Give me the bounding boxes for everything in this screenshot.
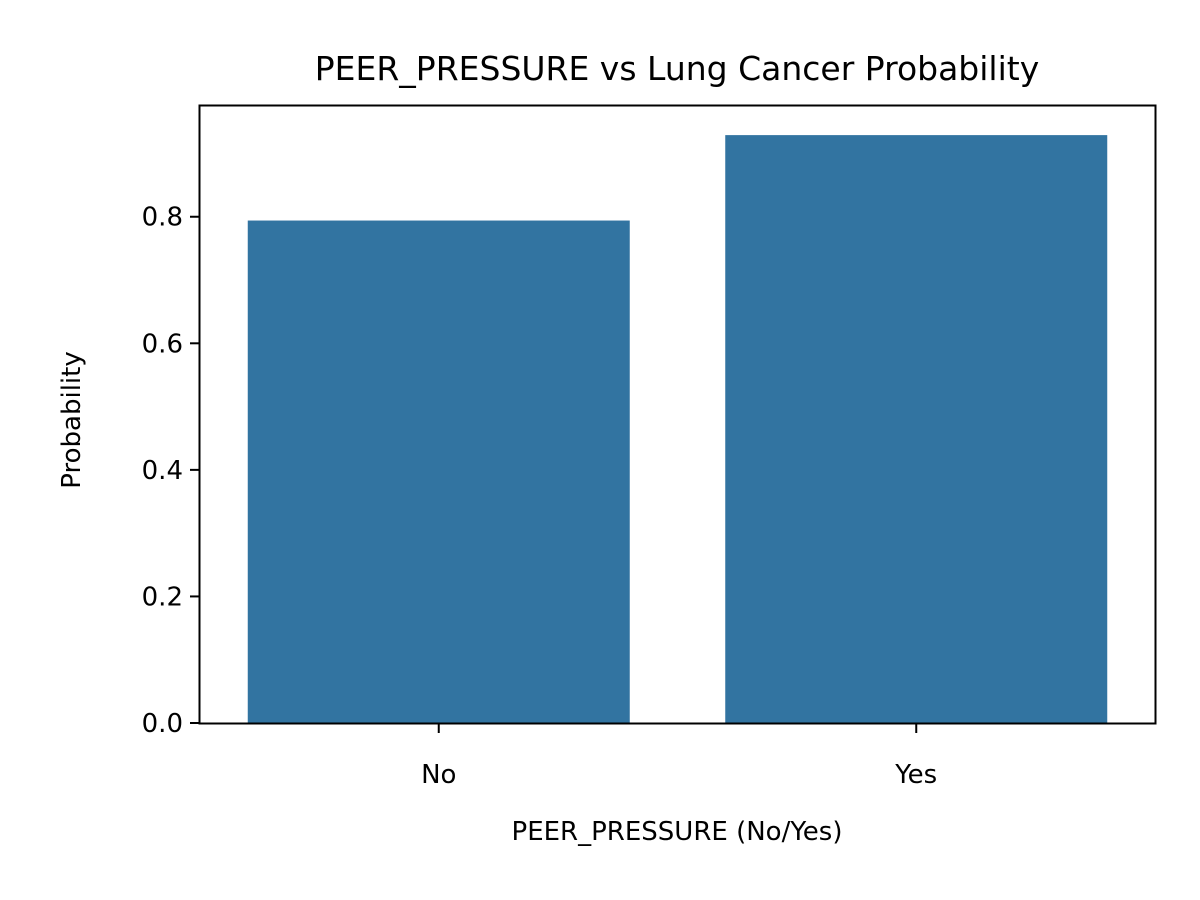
bars-group	[247, 135, 1108, 723]
bar-no	[247, 220, 630, 723]
y-tick-label: 0.0	[142, 709, 183, 739]
y-tick-label: 0.8	[142, 203, 183, 233]
y-tick-label: 0.6	[142, 329, 183, 359]
x-tick-label-no: No	[421, 760, 456, 790]
y-axis-ticks: 0.0 0.2 0.4 0.6 0.8	[142, 203, 200, 739]
x-axis-ticks: No Yes	[421, 723, 937, 790]
y-tick-label: 0.2	[142, 582, 183, 612]
x-tick-label-yes: Yes	[894, 760, 937, 790]
y-tick-label: 0.4	[142, 456, 183, 486]
plot-frame	[198, 104, 1157, 725]
chart-title: PEER_PRESSURE vs Lung Cancer Probability	[315, 49, 1039, 88]
y-axis-label: Probability	[57, 351, 87, 488]
x-axis-label: PEER_PRESSURE (No/Yes)	[512, 817, 843, 847]
bar-yes	[725, 135, 1108, 723]
